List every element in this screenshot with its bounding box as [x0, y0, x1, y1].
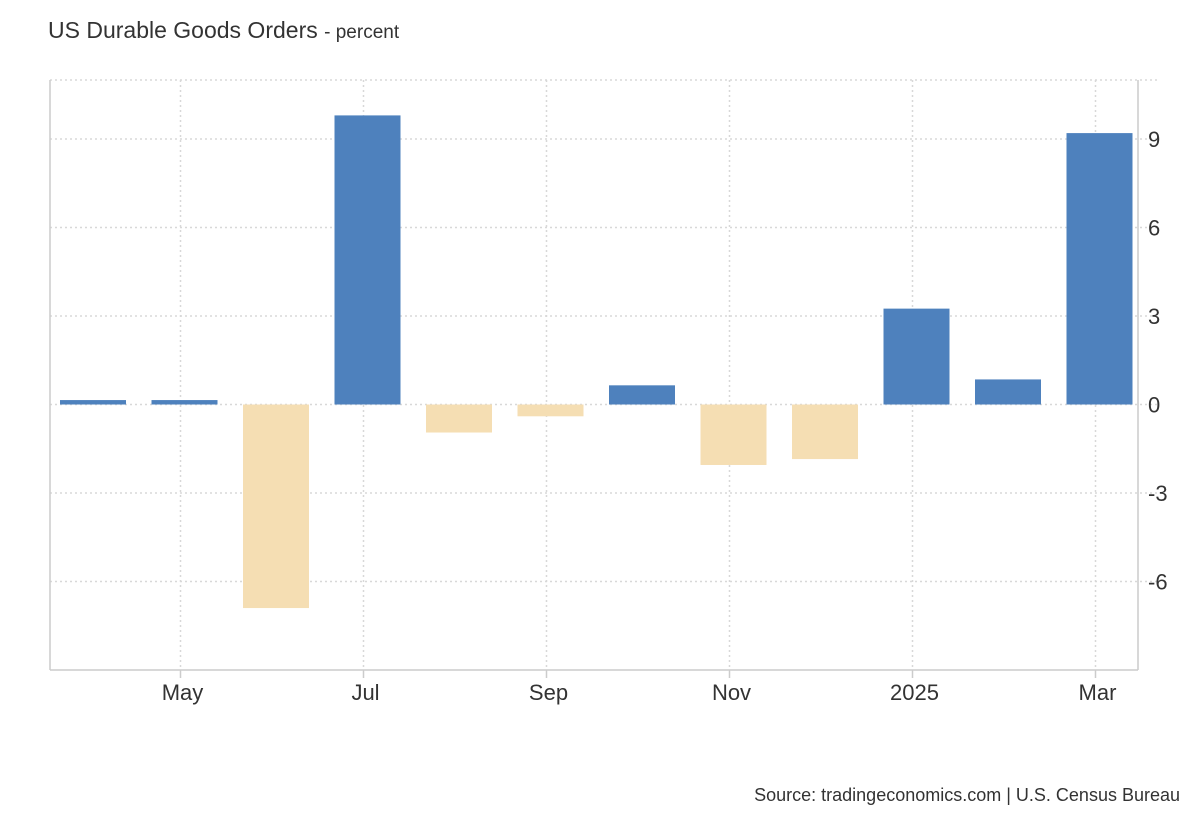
- bar-chart: 9 6 3 0 -3 -6 May Jul Sep Nov 2025 Mar: [49, 79, 1168, 705]
- bars: [60, 115, 1133, 609]
- source-credit: Source: tradingeconomics.com | U.S. Cens…: [754, 785, 1180, 805]
- bar-2024-11: [700, 404, 767, 465]
- bar-2024-08: [426, 404, 492, 433]
- bar-2024-10: [609, 385, 675, 405]
- chart-unit: - percent: [324, 22, 400, 43]
- y-tick-label: 3: [1148, 304, 1160, 329]
- y-tick-label: 6: [1148, 216, 1160, 241]
- bar-2024-09: [517, 404, 584, 417]
- grid-lines: [50, 79, 1158, 670]
- bar-2024-12: [792, 404, 858, 460]
- chart-title-text: US Durable Goods Orders: [48, 17, 318, 43]
- x-tick-label: Sep: [529, 680, 568, 705]
- x-tick-label: Mar: [1079, 680, 1117, 705]
- x-tick-label: 2025: [890, 680, 939, 705]
- bar-2024-04: [60, 400, 126, 405]
- bar-2025-03: [1066, 133, 1133, 405]
- y-tick-label: 9: [1148, 127, 1160, 152]
- y-axis-ticks: 9 6 3 0 -3 -6: [1148, 127, 1168, 595]
- bar-2024-06: [243, 404, 309, 609]
- y-tick-label: -6: [1148, 570, 1168, 595]
- bar-2024-05: [151, 400, 218, 405]
- chart-title: US Durable Goods Orders - percent: [48, 17, 399, 44]
- x-tick-label: May: [162, 680, 204, 705]
- x-tick-label: Jul: [351, 680, 379, 705]
- y-tick-label: 0: [1148, 393, 1160, 418]
- y-tick-label: -3: [1148, 481, 1168, 506]
- bar-2025-01: [883, 308, 950, 405]
- bar-2025-02: [975, 379, 1041, 405]
- bar-2024-07: [334, 115, 401, 405]
- x-tick-label: Nov: [712, 680, 751, 705]
- axes: [49, 80, 1139, 678]
- x-axis-ticks: May Jul Sep Nov 2025 Mar: [162, 680, 1117, 705]
